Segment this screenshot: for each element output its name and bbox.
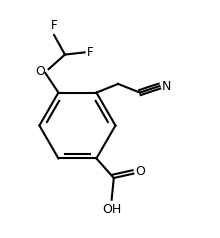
Text: N: N [162, 79, 171, 93]
Text: O: O [35, 65, 45, 79]
Text: F: F [51, 19, 57, 32]
Text: OH: OH [102, 203, 121, 216]
Text: F: F [87, 46, 93, 59]
Text: O: O [136, 165, 145, 178]
